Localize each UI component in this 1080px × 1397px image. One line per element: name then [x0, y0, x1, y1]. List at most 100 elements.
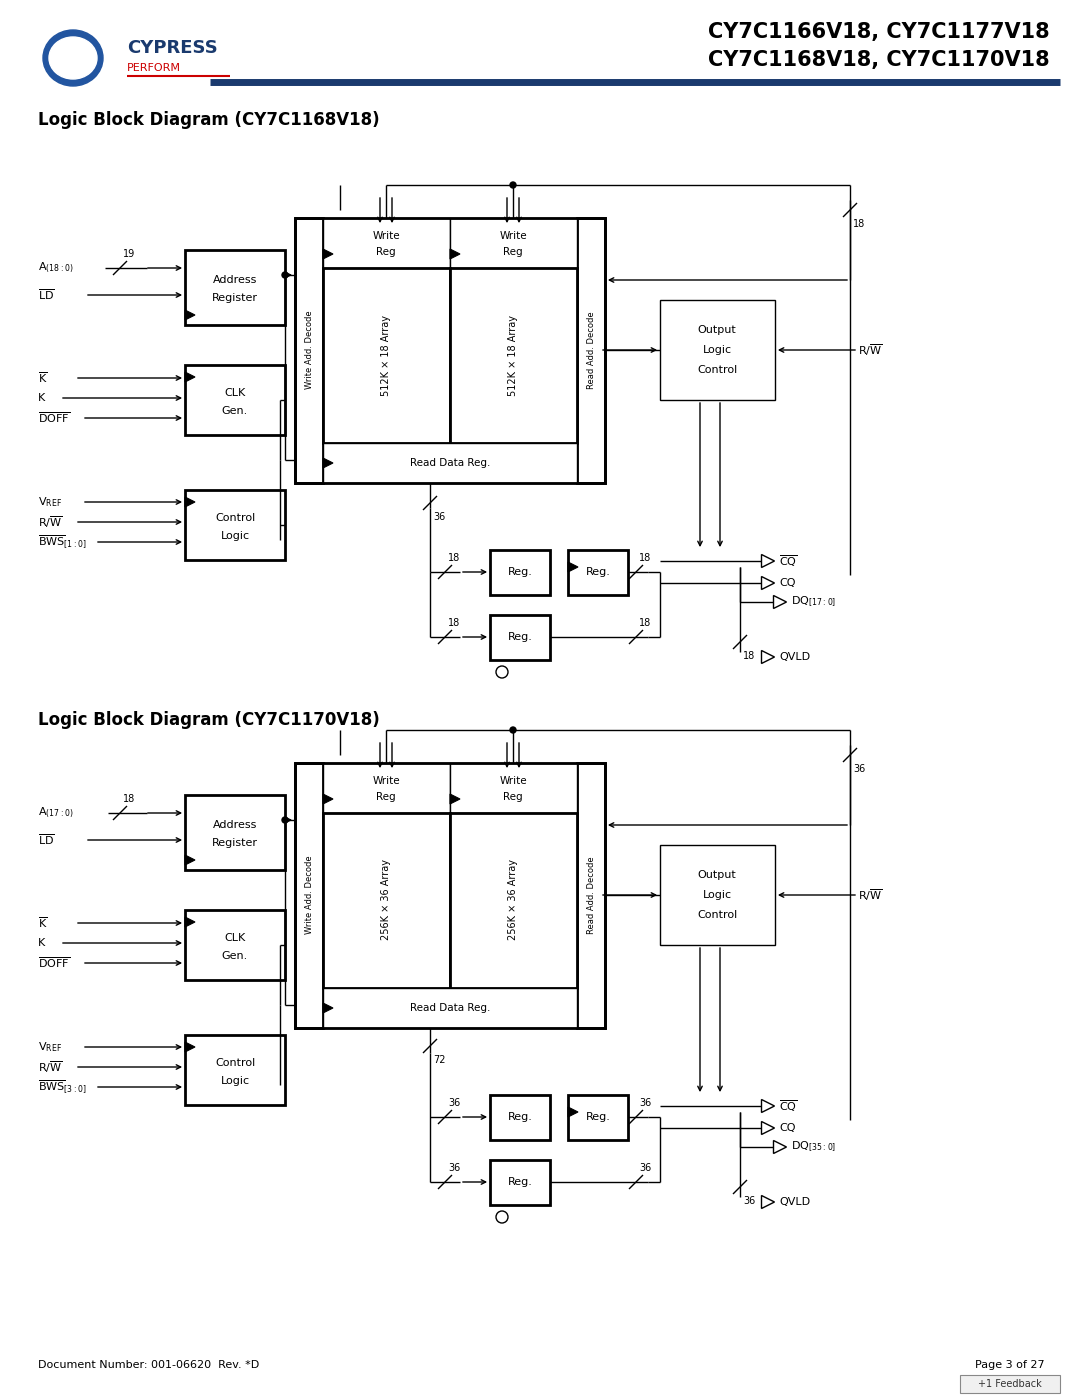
Text: 18: 18: [448, 617, 460, 629]
Text: Reg.: Reg.: [508, 1178, 532, 1187]
Polygon shape: [450, 249, 460, 258]
Text: CQ: CQ: [779, 578, 796, 588]
Text: 36: 36: [639, 1162, 651, 1173]
Polygon shape: [185, 855, 195, 865]
Text: CY7C1168V18, CY7C1170V18: CY7C1168V18, CY7C1170V18: [708, 50, 1050, 70]
Bar: [295, 218, 605, 483]
Polygon shape: [761, 1196, 774, 1208]
Polygon shape: [185, 497, 195, 507]
Polygon shape: [323, 1003, 333, 1013]
Bar: [185, 795, 285, 870]
Text: 18: 18: [743, 651, 755, 661]
Text: $\overline{\mathrm{LD}}$: $\overline{\mathrm{LD}}$: [38, 288, 55, 302]
Text: Register: Register: [212, 293, 258, 303]
Text: R/$\overline{\mathrm{W}}$: R/$\overline{\mathrm{W}}$: [38, 514, 63, 529]
Polygon shape: [323, 249, 333, 258]
Text: Control: Control: [215, 1058, 255, 1067]
Text: DQ$_{[17:0]}$: DQ$_{[17:0]}$: [791, 595, 836, 609]
Text: 256K × 36 Array: 256K × 36 Array: [381, 859, 391, 940]
Text: 36: 36: [853, 764, 865, 774]
Text: Logic: Logic: [702, 890, 731, 900]
Text: Logic Block Diagram (CY7C1170V18): Logic Block Diagram (CY7C1170V18): [38, 711, 380, 729]
Bar: [450, 218, 577, 268]
Bar: [185, 1035, 285, 1105]
Text: Address: Address: [213, 820, 257, 830]
Polygon shape: [761, 1122, 774, 1134]
Text: 512K × 18 Array: 512K × 18 Array: [381, 314, 391, 395]
Text: 36: 36: [433, 511, 445, 522]
Text: $\overline{\mathrm{CQ}}$: $\overline{\mathrm{CQ}}$: [779, 553, 797, 569]
Text: CY7C1166V18, CY7C1177V18: CY7C1166V18, CY7C1177V18: [708, 22, 1050, 42]
Polygon shape: [185, 1042, 195, 1052]
Polygon shape: [323, 793, 333, 805]
Bar: [960, 1375, 1059, 1393]
Bar: [450, 763, 577, 813]
Bar: [660, 845, 775, 944]
Bar: [323, 443, 577, 483]
Polygon shape: [185, 916, 195, 928]
Text: Output: Output: [698, 870, 737, 880]
Text: Write: Write: [373, 775, 400, 787]
Text: Control: Control: [215, 513, 255, 522]
Polygon shape: [450, 793, 460, 805]
Bar: [577, 763, 605, 1028]
Bar: [323, 813, 450, 988]
Polygon shape: [761, 555, 774, 567]
Text: PERFORM: PERFORM: [127, 63, 181, 73]
Text: Reg.: Reg.: [508, 631, 532, 643]
Text: A$_{(18:0)}$: A$_{(18:0)}$: [38, 261, 73, 275]
Text: $\overline{\mathrm{DOFF}}$: $\overline{\mathrm{DOFF}}$: [38, 411, 70, 425]
Circle shape: [496, 1211, 508, 1222]
Polygon shape: [185, 310, 195, 320]
Bar: [577, 218, 605, 483]
Text: $\overline{\mathrm{BWS}}_{[3:0]}$: $\overline{\mathrm{BWS}}_{[3:0]}$: [38, 1078, 86, 1095]
Text: Logic: Logic: [220, 1076, 249, 1085]
Polygon shape: [568, 562, 578, 571]
Text: 18: 18: [639, 617, 651, 629]
Polygon shape: [323, 458, 333, 468]
Text: 512K × 18 Array: 512K × 18 Array: [508, 314, 518, 395]
Text: 36: 36: [639, 1098, 651, 1108]
Text: Address: Address: [213, 275, 257, 285]
Text: 36: 36: [448, 1162, 460, 1173]
Circle shape: [510, 182, 516, 189]
Text: Logic: Logic: [220, 531, 249, 541]
Bar: [185, 909, 285, 981]
Bar: [185, 250, 285, 326]
Bar: [490, 1160, 550, 1206]
Bar: [450, 813, 577, 988]
Ellipse shape: [66, 43, 87, 61]
Text: A$_{(17:0)}$: A$_{(17:0)}$: [38, 806, 73, 820]
Bar: [295, 763, 605, 1028]
Text: Read Data Reg.: Read Data Reg.: [409, 458, 490, 468]
Bar: [490, 1095, 550, 1140]
Text: Write Add. Decode: Write Add. Decode: [305, 856, 313, 935]
Text: 18: 18: [853, 219, 865, 229]
Circle shape: [510, 726, 516, 733]
Text: Reg: Reg: [376, 247, 395, 257]
Text: V$_{\mathrm{REF}}$: V$_{\mathrm{REF}}$: [38, 1041, 62, 1053]
Bar: [295, 218, 323, 483]
Text: V$_{\mathrm{REF}}$: V$_{\mathrm{REF}}$: [38, 495, 62, 509]
Text: $\overline{\mathrm{DOFF}}$: $\overline{\mathrm{DOFF}}$: [38, 956, 70, 971]
Text: $\overline{\mathrm{K}}$: $\overline{\mathrm{K}}$: [38, 370, 48, 386]
Circle shape: [282, 817, 288, 823]
Text: Reg.: Reg.: [585, 1112, 610, 1122]
Text: K: K: [38, 937, 45, 949]
Text: Reg.: Reg.: [585, 567, 610, 577]
Text: 36: 36: [448, 1098, 460, 1108]
Ellipse shape: [43, 29, 103, 87]
Circle shape: [496, 666, 508, 678]
Text: K: K: [38, 393, 45, 402]
Text: Reg: Reg: [376, 792, 395, 802]
Text: Write Add. Decode: Write Add. Decode: [305, 310, 313, 390]
Bar: [323, 988, 577, 1028]
Polygon shape: [761, 577, 774, 590]
Bar: [323, 268, 450, 443]
Bar: [490, 615, 550, 659]
Text: +1 Feedback: +1 Feedback: [978, 1379, 1042, 1389]
Text: Reg.: Reg.: [508, 1112, 532, 1122]
Text: Output: Output: [698, 326, 737, 335]
Text: 19: 19: [123, 249, 135, 258]
Text: Write: Write: [499, 231, 527, 242]
